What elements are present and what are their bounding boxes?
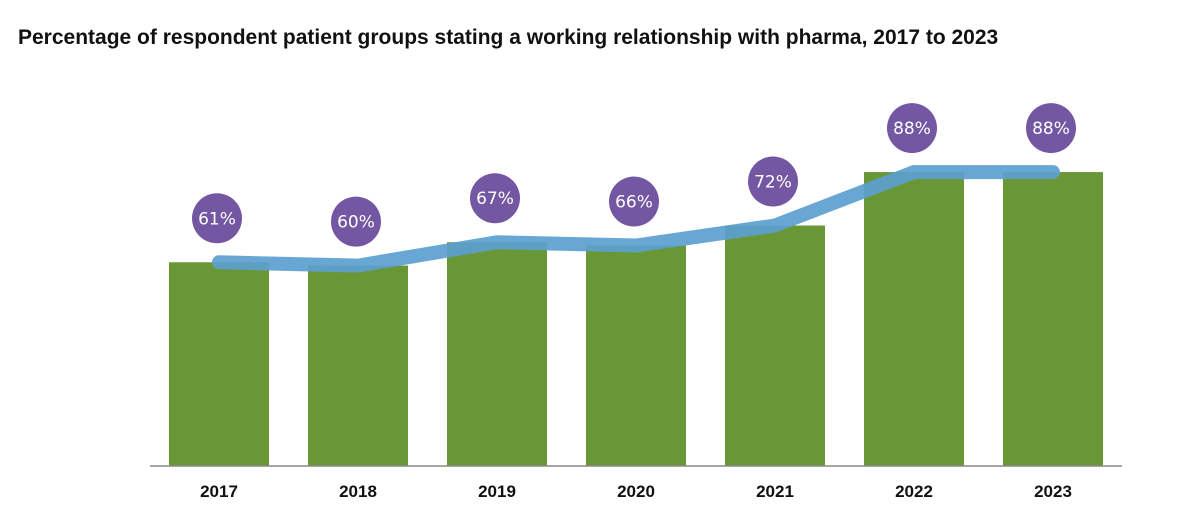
label-badge — [470, 173, 520, 224]
label-badge — [1026, 103, 1076, 154]
label-badge — [331, 196, 381, 247]
bar-2017 — [169, 262, 269, 466]
bar-2018 — [308, 265, 408, 466]
data-labels-layer: 61% 60% 67% 66% 72% 88% 88% — [192, 103, 1076, 247]
x-tick-labels: 2017 2018 2019 2020 2021 2022 2023 — [200, 482, 1072, 501]
data-label-text: 88% — [893, 119, 931, 139]
label-badge — [887, 103, 937, 154]
x-tick-label-2018: 2018 — [339, 482, 377, 501]
data-label-2021: 72% — [748, 156, 798, 207]
trend-line-layer — [212, 165, 1060, 273]
bar-2021 — [725, 225, 825, 466]
label-badge — [609, 176, 659, 227]
data-label-2019: 67% — [470, 173, 520, 224]
data-label-2020: 66% — [609, 176, 659, 227]
chart-title: Percentage of respondent patient groups … — [18, 26, 999, 49]
bars-layer — [169, 172, 1103, 466]
label-badge — [748, 156, 798, 207]
data-label-2022: 88% — [887, 103, 937, 154]
data-label-text: 72% — [754, 173, 792, 193]
data-label-text: 60% — [337, 213, 375, 233]
x-tick-label-2019: 2019 — [478, 482, 516, 501]
x-tick-label-2020: 2020 — [617, 482, 655, 501]
trend-line — [212, 165, 1060, 273]
bar-2023 — [1003, 172, 1103, 466]
data-label-2018: 60% — [331, 196, 381, 247]
bar-2022 — [864, 172, 964, 466]
data-label-text: 61% — [198, 209, 236, 229]
x-tick-label-2017: 2017 — [200, 482, 238, 501]
x-tick-label-2023: 2023 — [1034, 482, 1072, 501]
bar-2019 — [447, 242, 547, 466]
bar-2020 — [586, 245, 686, 466]
data-label-text: 66% — [615, 193, 653, 213]
label-badge — [192, 193, 242, 244]
data-label-2017: 61% — [192, 193, 242, 244]
data-label-2023: 88% — [1026, 103, 1076, 154]
data-label-text: 88% — [1032, 119, 1070, 139]
x-tick-label-2022: 2022 — [895, 482, 933, 501]
x-tick-label-2021: 2021 — [756, 482, 794, 501]
data-label-text: 67% — [476, 189, 514, 209]
